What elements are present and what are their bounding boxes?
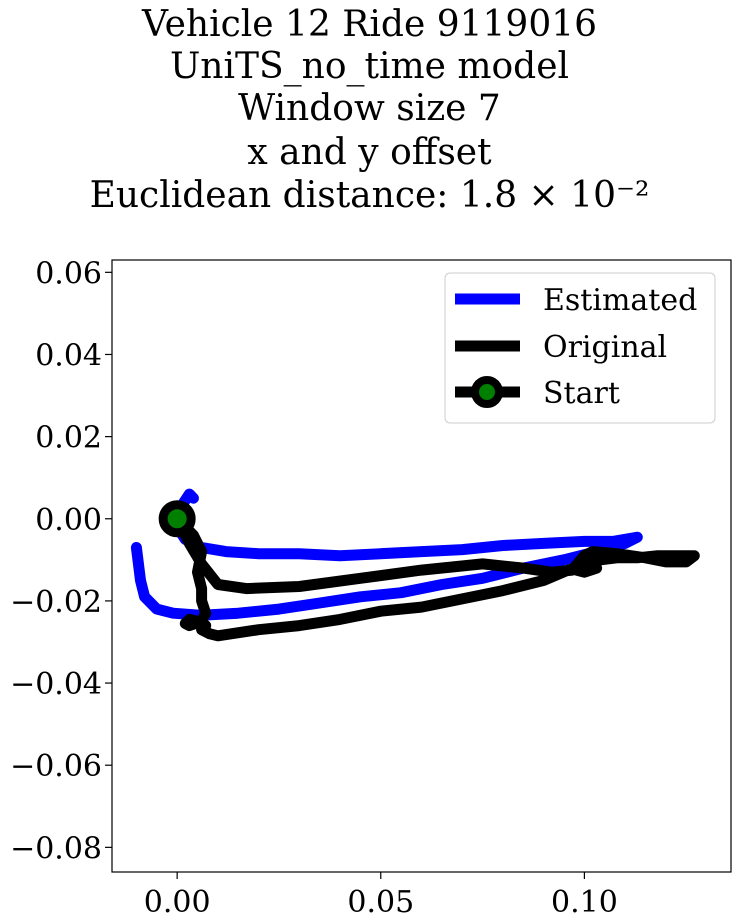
y-tick-label: 0.02 — [35, 421, 102, 456]
legend: Estimated Original Start — [444, 272, 716, 424]
start-marker — [158, 500, 196, 538]
title-line-window: Window size 7 — [238, 88, 501, 129]
x-tick-label: 0.00 — [144, 885, 211, 920]
series-line-estimated — [130, 488, 643, 621]
legend-box — [444, 272, 716, 424]
title-line-vehicle: Vehicle 12 Ride 9119016 — [141, 4, 598, 45]
y-tick-label: −0.08 — [10, 831, 102, 866]
legend-label-estimated: Estimated — [543, 283, 697, 318]
series-line-original — [171, 513, 700, 642]
plot-frame — [111, 259, 732, 873]
legend-marker-start — [471, 376, 503, 408]
title-line-offset: x and y offset — [247, 132, 492, 173]
legend-label-original: Original — [543, 330, 667, 365]
legend-label-start: Start — [543, 376, 620, 411]
y-tick-label: −0.02 — [10, 585, 102, 620]
y-tick-label: 0.00 — [35, 503, 102, 538]
x-axis: 0.00 0.05 0.10 — [144, 872, 618, 920]
y-tick-label: −0.04 — [10, 667, 102, 702]
y-axis: 0.06 0.04 0.02 0.00 −0.02 −0.04 −0.06 −0.08 — [10, 256, 112, 866]
y-tick-label: −0.06 — [10, 749, 102, 784]
title-line-model: UniTS_no_time model — [169, 46, 570, 87]
title-line-distance: Euclidean distance: 1.8 × 10⁻² — [89, 175, 650, 216]
series-layer — [130, 488, 700, 642]
x-tick-label: 0.05 — [347, 885, 414, 920]
y-tick-label: 0.06 — [35, 256, 102, 291]
y-tick-label: 0.04 — [35, 338, 102, 373]
x-tick-label: 0.10 — [551, 885, 618, 920]
